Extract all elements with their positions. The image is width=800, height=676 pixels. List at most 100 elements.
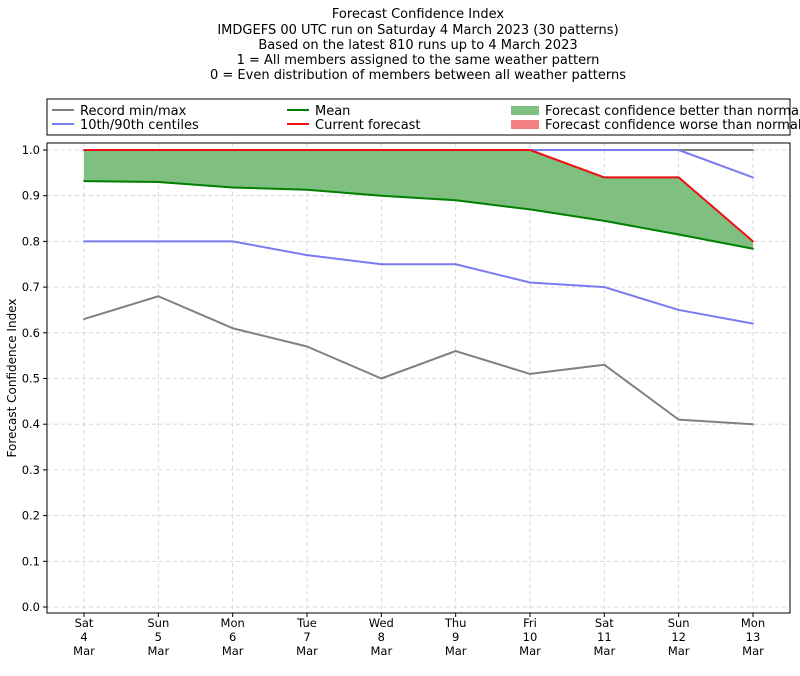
grid-lines [47, 143, 790, 613]
record-min-line-point [454, 350, 457, 352]
legend-label: Current forecast [315, 118, 421, 133]
y-axis: 0.0 0.1 0.2 0.3 0.4 0.5 0.6 0.7 0.8 0.9 1.0 [22, 143, 47, 614]
mean-line [83, 180, 754, 250]
x-tick-label: 13 [746, 630, 761, 644]
mean-line-point [380, 194, 383, 197]
y-tick-label: 0.1 [22, 554, 40, 568]
mean-line-point [752, 247, 754, 250]
mean-line-point [454, 199, 457, 202]
y-tick-label: 0.7 [22, 280, 40, 294]
current-forecast-line-point [752, 240, 754, 243]
legend-label: 10th/90th centiles [80, 118, 199, 133]
x-tick-label: Wed [369, 616, 394, 630]
record-min-line-point [231, 327, 234, 330]
x-tick-label: Fri [523, 616, 537, 630]
p10-centile-line-point [752, 322, 754, 325]
x-tick-label: Mar [519, 644, 541, 658]
x-tick-label: Sat [75, 616, 94, 630]
x-tick-label: Thu [444, 616, 467, 630]
record-min-line-point [83, 318, 85, 320]
current-forecast-line-point [83, 149, 85, 151]
chart-subtitle-run: IMDGEFS 00 UTC run on Saturday 4 March 2… [217, 23, 618, 38]
mean-line-point [306, 188, 308, 191]
p10-centile-line-point [454, 263, 457, 266]
x-tick-label: Mar [296, 644, 318, 658]
record-min-line [83, 295, 754, 426]
y-tick-label: 0.3 [22, 463, 40, 477]
p10-centile-line-point [529, 281, 531, 284]
record-min-line-point [677, 418, 680, 421]
legend-label: Forecast confidence better than normal [545, 104, 800, 119]
p10-centile-line-point [231, 240, 234, 243]
x-tick-label: Mon [741, 616, 765, 630]
x-tick-label: Mar [147, 644, 169, 658]
current-forecast-line-point [677, 176, 680, 179]
current-forecast-line-point [603, 176, 606, 179]
x-tick-label: Sun [147, 616, 169, 630]
record-min-line-point [306, 345, 308, 348]
record-min-line-point [529, 373, 531, 375]
x-tick-label: 4 [80, 630, 87, 644]
record-min-line-point [603, 363, 606, 366]
p10-centile-line-point [306, 254, 308, 257]
mean-line-point [529, 208, 531, 211]
current-forecast-line-point [231, 149, 234, 151]
record-min-line-point [157, 295, 160, 298]
p10-centile-line-point [83, 240, 85, 243]
x-tick-label: Tue [296, 616, 317, 630]
mean-line-point [83, 180, 85, 182]
legend-label: Mean [315, 104, 350, 119]
y-tick-label: 1.0 [22, 143, 40, 157]
x-axis: Sat4MarSun5MarMon6MarTue7MarWed8MarThu9M… [73, 613, 765, 658]
fill-better-than-normal [84, 150, 753, 249]
chart-subtitle-zero: 0 = Even distribution of members between… [210, 68, 626, 83]
y-tick-label: 0.4 [22, 417, 40, 431]
x-tick-label: Sat [595, 616, 614, 630]
x-tick-label: Mar [370, 644, 392, 658]
legend-frame [46, 98, 791, 136]
record-min-line-point [752, 423, 754, 426]
y-tick-label: 0.5 [22, 372, 40, 386]
x-tick-label: 8 [378, 630, 385, 644]
current-forecast-line-point [157, 149, 160, 151]
p10-centile-line-point [677, 309, 680, 311]
chart-title-block: Forecast Confidence Index IMDGEFS 00 UTC… [210, 7, 626, 83]
x-tick-label: Sun [668, 616, 690, 630]
legend-label: Forecast confidence worse than normal [545, 118, 800, 133]
y-tick-label: 0.6 [22, 326, 40, 340]
x-tick-label: Mon [221, 616, 245, 630]
p90-centile-line-point [603, 149, 606, 151]
x-tick-label: 10 [523, 630, 538, 644]
series-lines [83, 149, 754, 426]
p90-centile-line-point [677, 149, 680, 151]
x-tick-label: Mar [593, 644, 615, 658]
mean-line-point [231, 186, 234, 189]
record-max-line-point [752, 149, 754, 151]
mean-line-point [157, 181, 160, 183]
x-tick-label: 12 [671, 630, 686, 644]
x-tick-label: Mar [742, 644, 764, 658]
legend-swatch [511, 106, 539, 115]
chart-title: Forecast Confidence Index [332, 7, 504, 22]
plot-frame [46, 142, 791, 614]
p10-centile-line [84, 240, 754, 325]
y-tick-label: 0.8 [22, 234, 40, 248]
current-forecast-line [84, 149, 754, 243]
current-forecast-line-point [454, 149, 457, 151]
x-tick-label: Mar [445, 644, 467, 658]
x-tick-label: Mar [222, 644, 244, 658]
p10-centile-line-point [603, 286, 606, 288]
p10-centile-line-point [157, 240, 160, 243]
x-tick-label: 11 [597, 630, 612, 644]
record-min-line-point [380, 377, 383, 380]
current-forecast-line-point [380, 149, 383, 151]
y-axis-label: Forecast Confidence Index [5, 299, 19, 458]
x-tick-label: 6 [229, 630, 236, 644]
chart-subtitle-one: 1 = All members assigned to the same wea… [237, 53, 600, 68]
p90-centile-line-point [752, 176, 754, 179]
x-tick-label: 7 [303, 630, 310, 644]
y-tick-label: 0.9 [22, 189, 40, 203]
chart-subtitle-runs: Based on the latest 810 runs up to 4 Mar… [258, 38, 577, 53]
